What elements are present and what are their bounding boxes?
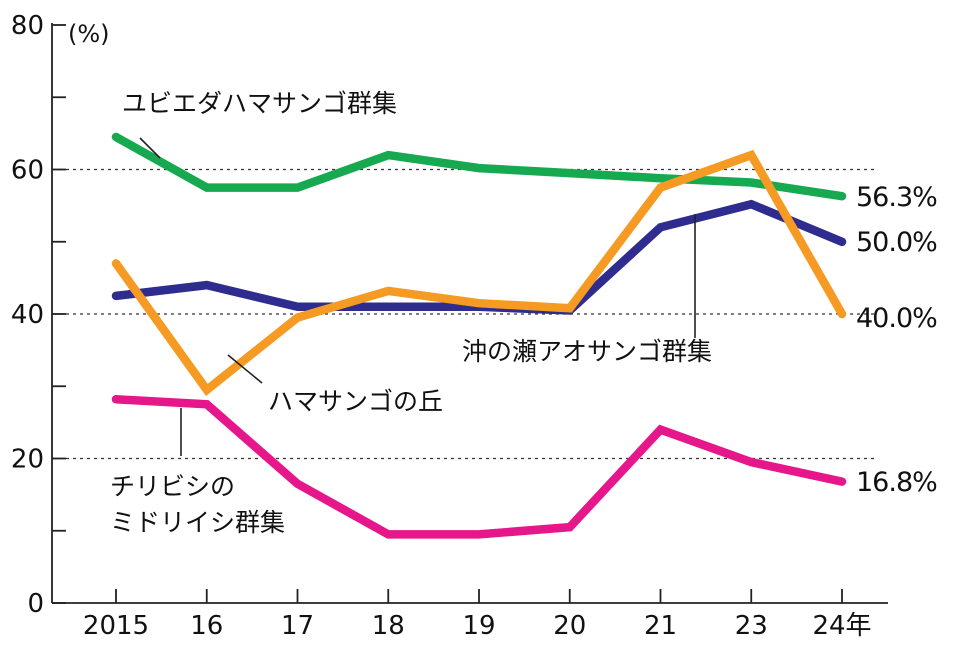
x-tick-label-3: 18 [372,611,405,641]
end-label-okinose: 50.0% [856,227,937,258]
x-tick-label-2: 17 [281,611,314,641]
y-tick-label-0: 0 [27,589,44,619]
axes: 0 20 40 60 80 2015 16 17 18 19 20 21 23 24年 [11,11,888,641]
series-line-1 [111,199,847,315]
leader-yubieda [139,137,161,159]
y-tick-label-40: 40 [11,300,44,330]
leader-hamasango-oka [227,354,263,384]
x-tick-label-8: 24年 [812,611,871,641]
end-label-yubieda: 56.3% [856,182,937,213]
series-label-chiribishi-line1: チリビシの [110,472,235,501]
series-label-chiribishi-line2: ミドリイシ群集 [110,508,285,537]
gridlines [52,168,878,460]
labels: (%) ユビエダハマサンゴ群集 沖の瀬アオサンゴ群集 ハマサンゴの丘 チリビシの… [68,20,938,537]
series-lines [111,132,847,539]
series-label-okinose: 沖の瀬アオサンゴ群集 [462,337,712,366]
series-line-0 [111,132,847,201]
x-tick-label-4: 19 [462,611,495,641]
y-tick-label-80: 80 [11,11,44,41]
series-label-hamasango-oka: ハマサンゴの丘 [268,387,443,416]
x-tick-label-7: 23 [735,611,768,641]
y-tick-label-20: 20 [11,445,44,475]
end-label-hamasango-oka: 40.0% [856,303,937,334]
x-tick-label-6: 21 [644,611,677,641]
y-unit-label: (%) [68,20,110,48]
x-tick-label-1: 16 [190,611,223,641]
x-tick-label-5: 20 [553,611,586,641]
end-label-chiribishi: 16.8% [856,467,937,498]
series-line-2 [111,149,847,397]
x-tick-label-0: 2015 [83,611,149,641]
series-line-3 [111,395,847,539]
y-tick-label-60: 60 [11,156,44,186]
series-label-yubieda: ユビエダハマサンゴ群集 [122,89,397,118]
label-leaders [139,137,696,456]
